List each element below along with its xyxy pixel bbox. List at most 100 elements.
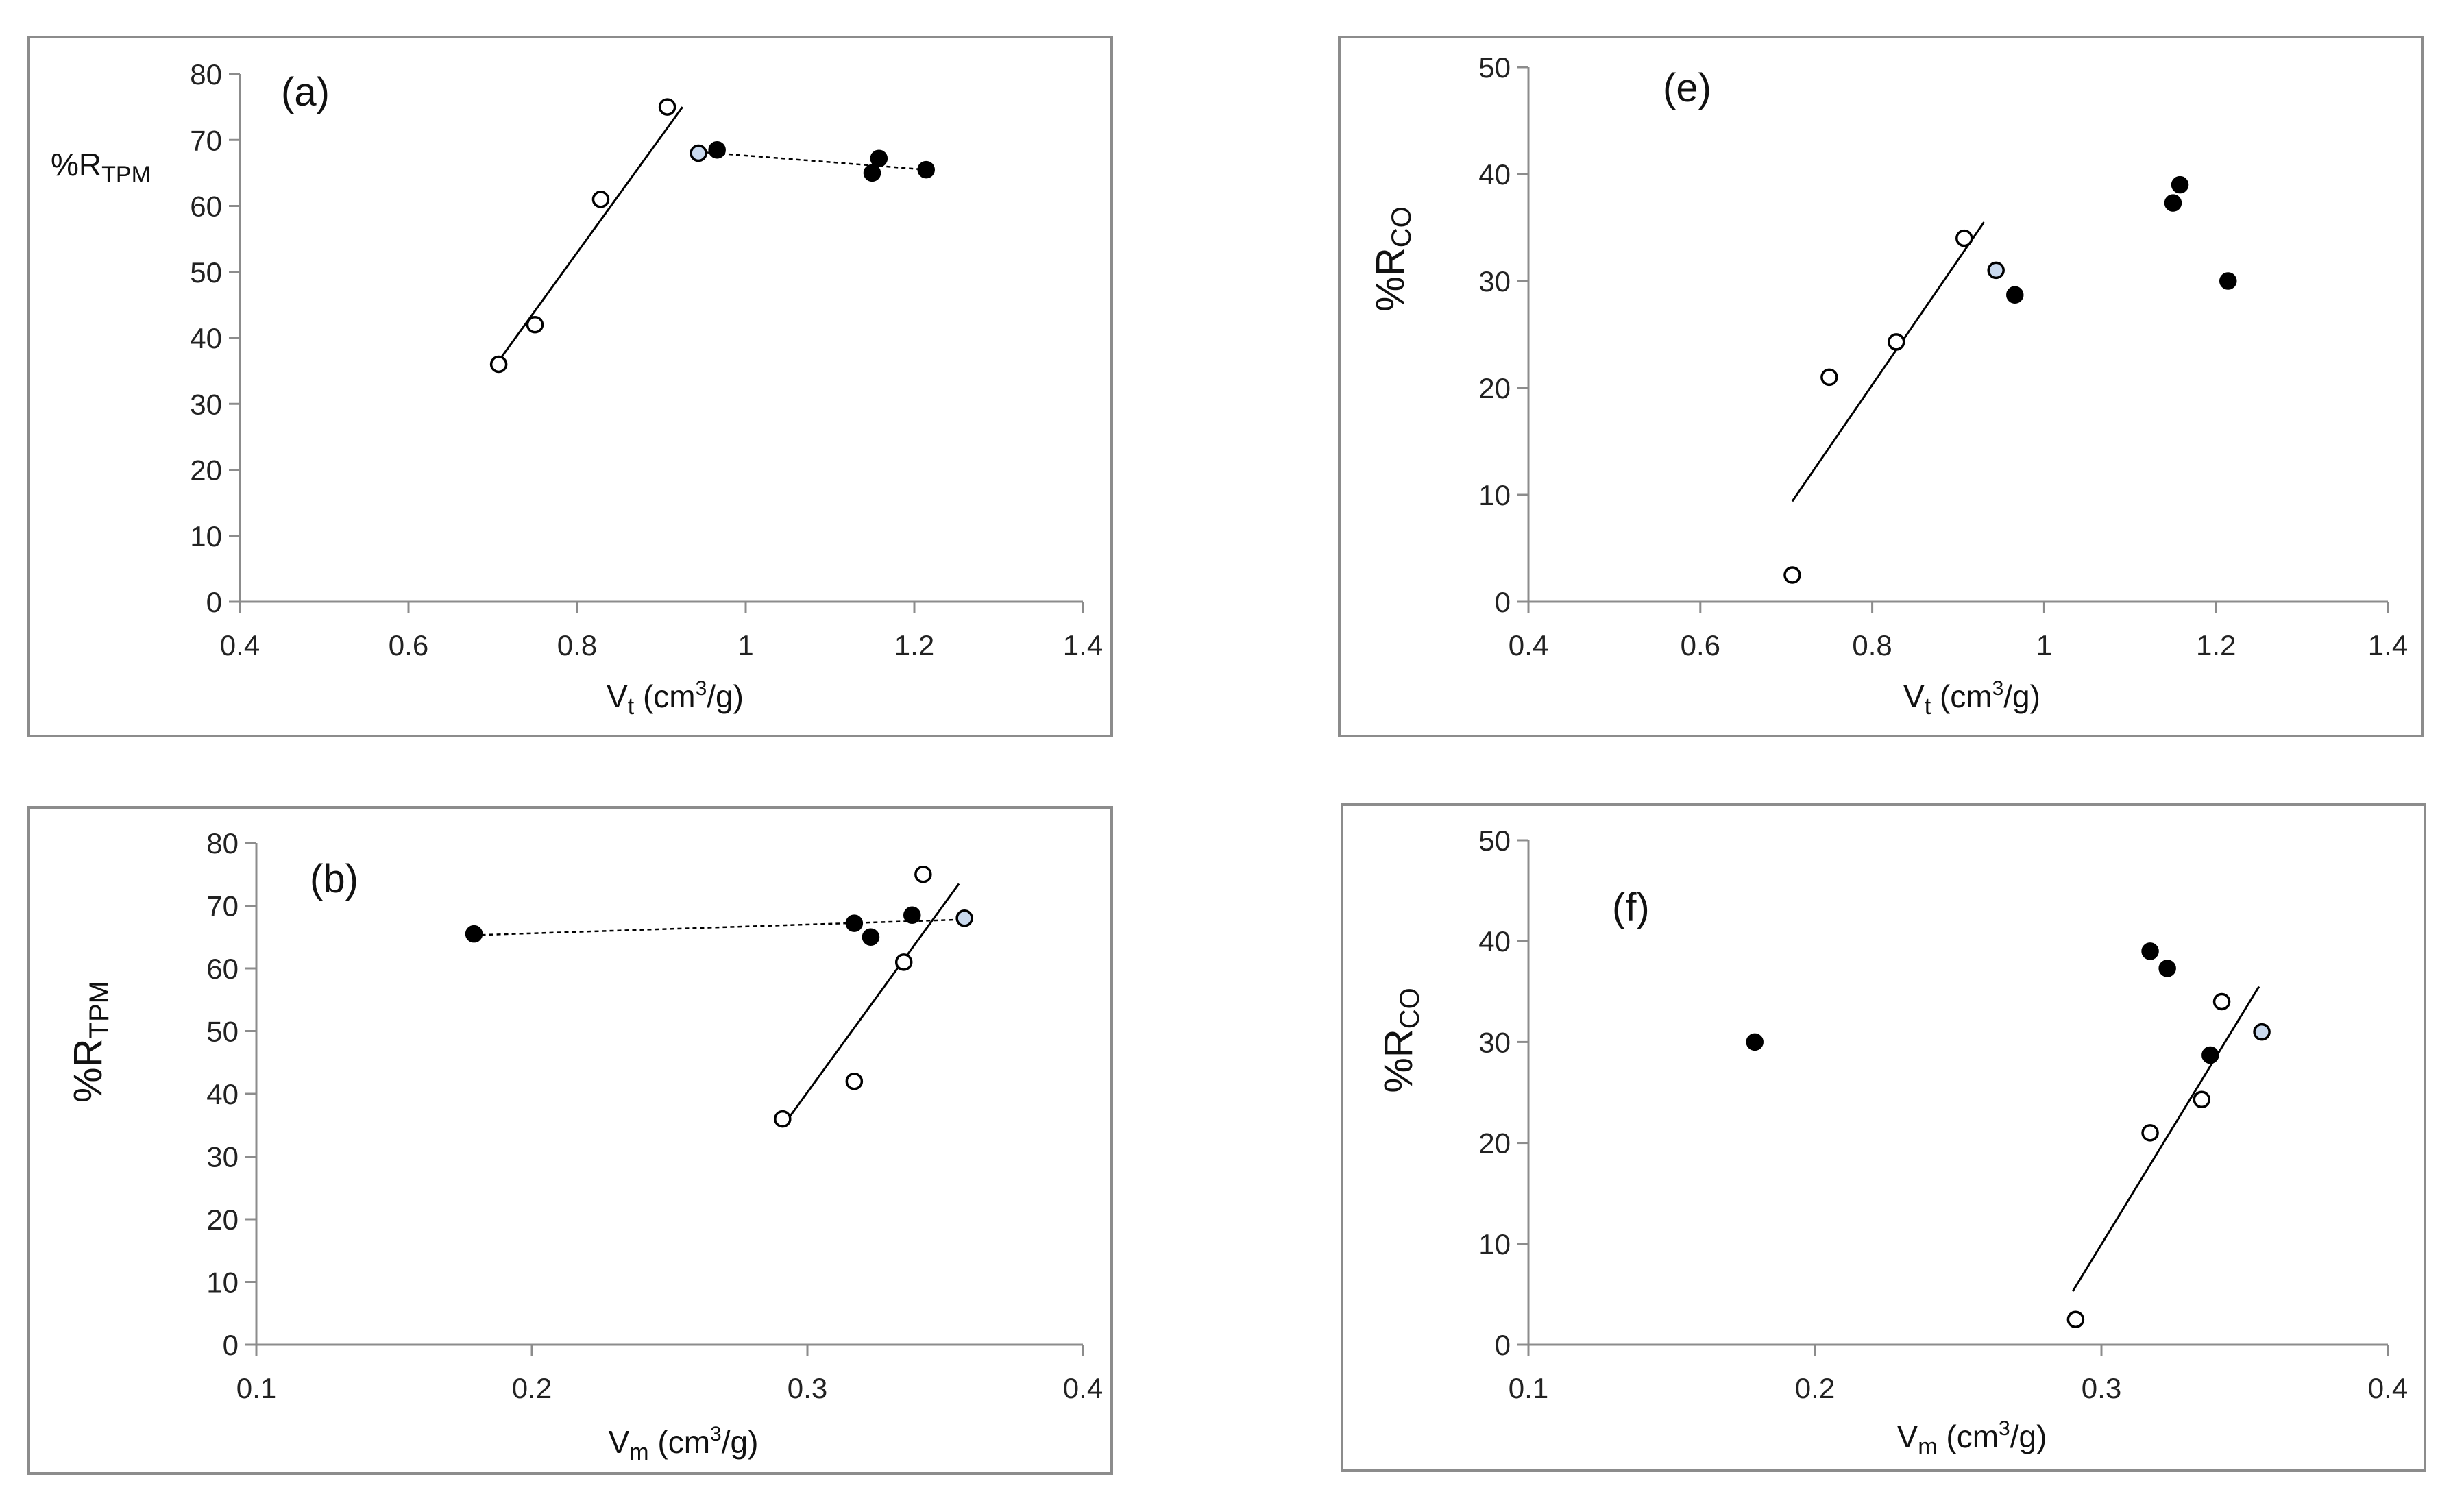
y-tick-label: 10 — [1478, 479, 1511, 511]
y-tick-label: 40 — [1478, 925, 1511, 957]
data-point-open — [2141, 1124, 2159, 1142]
x-tick-label: 0.4 — [2368, 1372, 2408, 1404]
y-tick-label: 10 — [190, 520, 222, 552]
y-tick-label: 0 — [1495, 586, 1511, 618]
y-tick-label: 50 — [206, 1016, 239, 1048]
data-point-blue — [690, 144, 707, 162]
data-point-open — [774, 1110, 792, 1128]
solid-trend-line — [781, 883, 960, 1127]
y-tick-label: 40 — [206, 1078, 239, 1110]
y-tick-label: 40 — [1478, 158, 1511, 191]
x-axis-label: Vt (cm3/g) — [1903, 677, 2040, 720]
data-point-filled — [862, 928, 880, 946]
y-axis-label: %RTPM — [66, 981, 114, 1103]
y-axis-label: %RCO — [1376, 988, 1425, 1092]
data-point-filled — [2158, 960, 2176, 977]
chart-panel-e: 0 10 20 30 40 50 0.4 0.6 0.8 1 1.2 1.4 (e) Vt (cm3/g)… — [1338, 36, 2424, 737]
data-point-open — [591, 191, 610, 208]
data-point-open — [914, 866, 932, 883]
y-axis-label: %RTPM — [51, 147, 151, 188]
data-point-filled — [2141, 942, 2159, 960]
data-point-open — [1887, 333, 1905, 351]
data-point-open — [2193, 1090, 2211, 1109]
data-point-filled — [2171, 175, 2189, 194]
data-point-blue — [955, 909, 973, 927]
data-point-blue — [2253, 1023, 2271, 1041]
chart-panel-b: 0 10 20 30 40 50 60 70 80 0.1 0.2 0.3 0.4 (b) Vm (cm3/… — [27, 806, 1113, 1475]
data-point-filled — [903, 906, 921, 924]
data-point-open — [526, 316, 544, 334]
y-tick-label: 30 — [1478, 1026, 1511, 1058]
data-point-blue — [1987, 261, 2005, 280]
y-tick-label: 0 — [1495, 1329, 1511, 1361]
data-point-filled — [708, 140, 726, 159]
data-point-open — [845, 1072, 864, 1090]
data-point-filled — [863, 164, 881, 182]
solid-trend-line — [2071, 986, 2260, 1292]
y-tick-label: 20 — [1478, 372, 1511, 404]
dashed-trend-line — [474, 918, 965, 936]
x-axis-label: Vm (cm3/g) — [609, 1423, 759, 1465]
x-tick-label: 0.4 — [220, 629, 260, 661]
y-tick-label: 60 — [190, 191, 222, 223]
chart-e-svg: 0 10 20 30 40 50 0.4 0.6 0.8 1 1.2 1.4 (e) Vt (cm3/g)… — [1368, 51, 2408, 720]
solid-trend-line — [498, 106, 683, 362]
x-tick-label: 1 — [737, 629, 753, 661]
x-tick-label: 0.3 — [2082, 1372, 2121, 1404]
chart-a-svg: 0 10 20 30 40 50 60 70 80 0.4 0.6 0.8 1 1.2 1.4 (a) Vt (… — [51, 58, 1103, 720]
x-tick-label: 1 — [2036, 629, 2052, 661]
data-point-filled — [2006, 286, 2024, 304]
data-point-filled — [917, 160, 935, 179]
x-tick-label: 0.8 — [1852, 629, 1892, 661]
chart-panel-a: 0 10 20 30 40 50 60 70 80 0.4 0.6 0.8 1 1.2 1.4 (a) Vt (… — [27, 36, 1113, 737]
x-tick-label: 0.1 — [236, 1372, 276, 1404]
data-point-open — [2212, 992, 2231, 1011]
x-tick-label: 0.3 — [788, 1372, 827, 1404]
data-point-open — [1783, 566, 1801, 584]
data-point-open — [658, 98, 676, 116]
panel-label: (b) — [310, 857, 358, 901]
y-tick-label: 70 — [206, 890, 239, 922]
y-tick-label: 20 — [206, 1203, 239, 1236]
y-tick-label: 20 — [190, 454, 222, 487]
data-point-open — [489, 355, 508, 374]
y-tick-label: 50 — [190, 256, 222, 289]
panel-label: (a) — [281, 70, 330, 114]
data-point-filled — [1746, 1033, 1764, 1051]
x-tick-label: 0.2 — [512, 1372, 552, 1404]
data-point-filled — [2219, 272, 2237, 290]
data-point-filled — [870, 149, 888, 167]
x-tick-label: 0.6 — [1681, 629, 1720, 661]
y-axis-label: %RCO — [1368, 206, 1417, 311]
x-tick-label: 0.1 — [1509, 1372, 1548, 1404]
data-point-filled — [2164, 194, 2182, 212]
x-tick-label: 0.2 — [1795, 1372, 1835, 1404]
data-point-filled — [465, 925, 483, 943]
data-point-open — [1955, 229, 1973, 247]
x-tick-label: 0.6 — [389, 629, 428, 661]
x-tick-label: 1.2 — [894, 629, 934, 661]
data-point-filled — [845, 914, 864, 932]
dashed-trend-line — [698, 151, 927, 171]
x-tick-label: 1.4 — [1063, 629, 1103, 661]
chart-f-svg: 0 10 20 30 40 50 0.1 0.2 0.3 0.4 (f) Vm (cm3/g) %RCO — [1376, 824, 2408, 1460]
y-tick-label: 30 — [1478, 265, 1511, 297]
x-tick-label: 0.4 — [1509, 629, 1548, 661]
data-point-open — [894, 953, 913, 971]
y-tick-label: 30 — [206, 1141, 239, 1173]
x-tick-label: 0.8 — [557, 629, 597, 661]
x-tick-label: 0.4 — [1063, 1372, 1103, 1404]
y-tick-label: 20 — [1478, 1127, 1511, 1160]
y-tick-label: 50 — [1478, 824, 1511, 857]
y-tick-label: 70 — [190, 124, 222, 156]
y-tick-label: 30 — [190, 388, 222, 420]
y-tick-label: 10 — [206, 1267, 239, 1299]
chart-panel-f: 0 10 20 30 40 50 0.1 0.2 0.3 0.4 (f) Vm (cm3/g) %RCO — [1341, 803, 2426, 1472]
data-point-open — [1820, 368, 1838, 387]
y-tick-label: 50 — [1478, 51, 1511, 84]
y-tick-label: 10 — [1478, 1228, 1511, 1260]
solid-trend-line — [1791, 221, 1985, 502]
y-tick-label: 40 — [190, 322, 222, 354]
y-tick-label: 60 — [206, 953, 239, 985]
panel-label: (f) — [1612, 885, 1650, 930]
